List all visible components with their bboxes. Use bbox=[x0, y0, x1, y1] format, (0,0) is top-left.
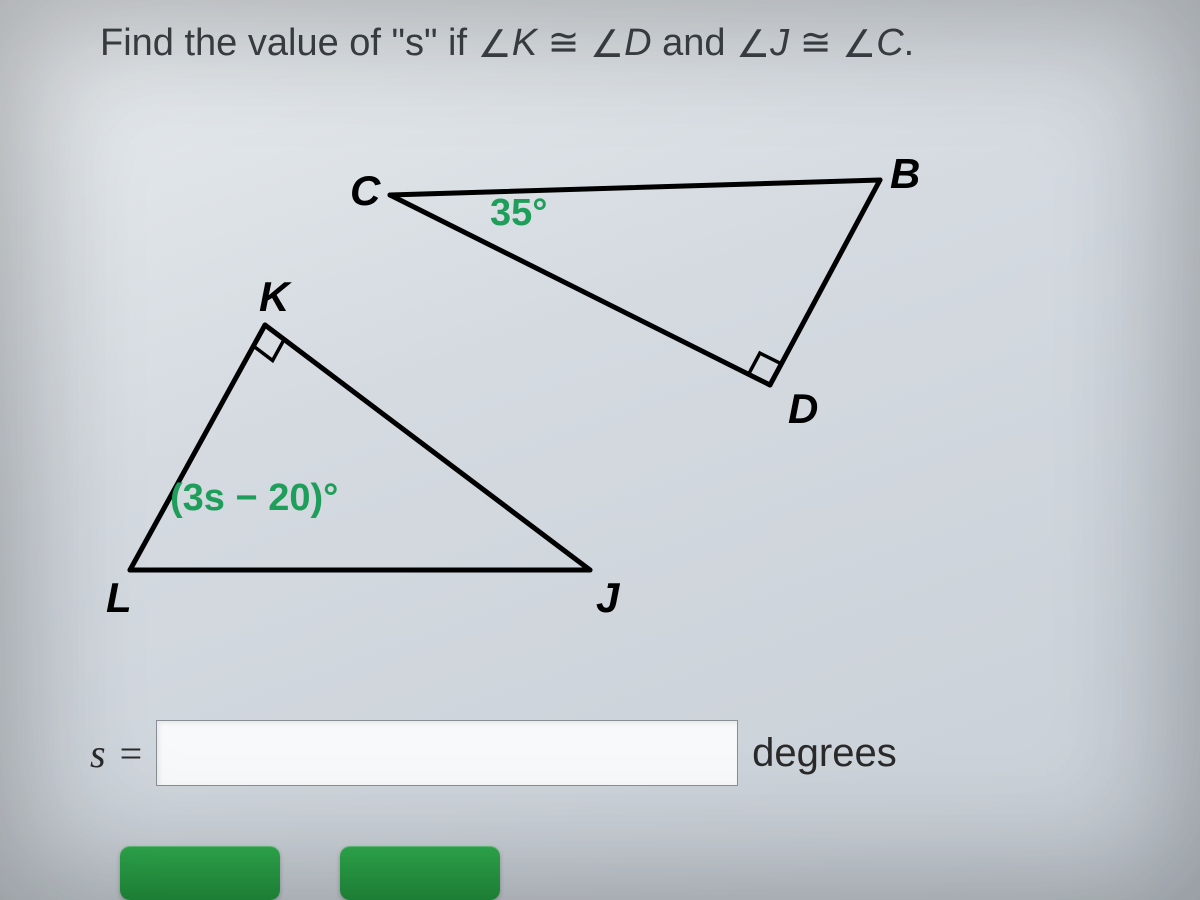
angle-symbol-3: ∠ bbox=[736, 22, 770, 67]
svg-text:C: C bbox=[350, 167, 381, 214]
button-row bbox=[120, 846, 500, 900]
geometry-figure: C B D 35° K L J (3s − 20)° bbox=[90, 140, 1070, 640]
answer-row: s = degrees bbox=[90, 720, 897, 786]
figure-svg: C B D 35° K L J (3s − 20)° bbox=[90, 140, 1070, 640]
answer-equals: = bbox=[120, 730, 143, 777]
svg-text:L: L bbox=[106, 574, 132, 621]
screen: Find the value of "s" if ∠K ≅ ∠D and ∠J … bbox=[0, 0, 1200, 900]
action-button-1[interactable] bbox=[120, 846, 280, 900]
answer-unit: degrees bbox=[752, 731, 897, 776]
congruent-2: ≅ bbox=[800, 22, 832, 64]
angle-symbol-1: ∠ bbox=[478, 22, 512, 67]
action-button-2[interactable] bbox=[340, 846, 500, 900]
question-connector: and bbox=[662, 22, 736, 64]
svg-text:35°: 35° bbox=[490, 192, 547, 234]
angle-symbol-4: ∠ bbox=[842, 22, 876, 67]
angle-D: D bbox=[624, 22, 651, 64]
question-suffix: . bbox=[904, 22, 915, 64]
svg-text:(3s − 20)°: (3s − 20)° bbox=[170, 477, 338, 519]
angle-J: J bbox=[770, 22, 789, 64]
svg-text:B: B bbox=[890, 150, 920, 197]
answer-input[interactable] bbox=[156, 720, 738, 786]
angle-C: C bbox=[876, 22, 903, 64]
angle-symbol-2: ∠ bbox=[590, 22, 624, 67]
svg-text:J: J bbox=[596, 574, 621, 621]
question-prefix: Find the value of "s" if bbox=[100, 22, 478, 64]
question-text: Find the value of "s" if ∠K ≅ ∠D and ∠J … bbox=[100, 20, 1140, 65]
congruent-1: ≅ bbox=[548, 22, 580, 64]
svg-text:K: K bbox=[259, 273, 292, 320]
svg-text:D: D bbox=[788, 385, 818, 432]
answer-variable: s bbox=[90, 730, 106, 777]
angle-K: K bbox=[512, 22, 537, 64]
